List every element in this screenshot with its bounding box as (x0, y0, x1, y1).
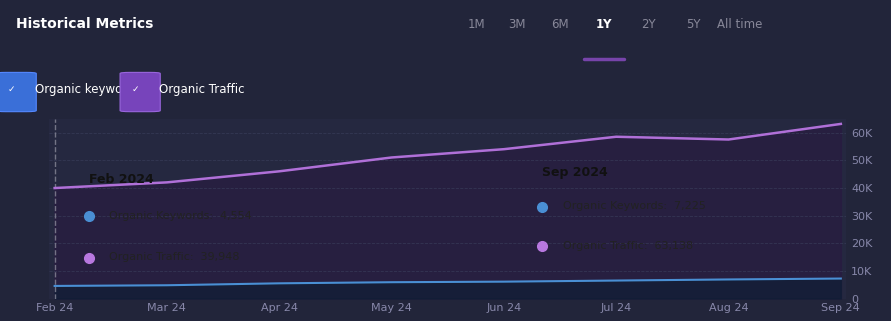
FancyBboxPatch shape (0, 72, 37, 112)
Text: ✓: ✓ (131, 85, 139, 94)
Text: Organic Keywords:  7,225: Organic Keywords: 7,225 (563, 201, 707, 211)
Text: Historical Metrics: Historical Metrics (16, 17, 153, 31)
Text: 1Y: 1Y (596, 18, 612, 31)
Text: Feb 2024: Feb 2024 (89, 173, 154, 187)
Text: Organic Keywords:  4,554: Organic Keywords: 4,554 (110, 211, 252, 221)
Text: 6M: 6M (551, 18, 568, 31)
Text: ✓: ✓ (7, 85, 15, 94)
Text: Organic keywords: Organic keywords (36, 83, 141, 96)
Text: 5Y: 5Y (686, 18, 700, 31)
Text: Organic Traffic:  39,948: Organic Traffic: 39,948 (110, 252, 240, 262)
Text: 1M: 1M (468, 18, 486, 31)
FancyBboxPatch shape (120, 72, 160, 112)
Text: 3M: 3M (508, 18, 526, 31)
Text: Sep 2024: Sep 2024 (543, 166, 608, 179)
Text: 2Y: 2Y (642, 18, 656, 31)
Text: Organic Traffic:  63,138: Organic Traffic: 63,138 (563, 241, 693, 251)
Text: All time: All time (717, 18, 762, 31)
Text: Organic Traffic: Organic Traffic (159, 83, 245, 96)
